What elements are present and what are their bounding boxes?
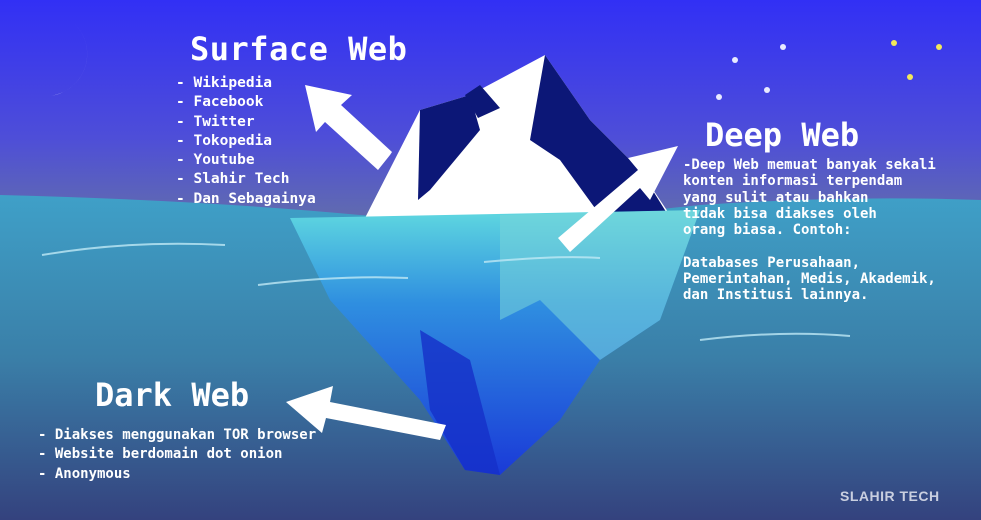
star-icon — [780, 44, 786, 50]
list-item: - Slahir Tech — [176, 171, 290, 188]
star-icon — [716, 94, 722, 100]
example-line: Pemerintahan, Medis, Akademik, — [683, 271, 936, 288]
surface-web-title: Surface Web — [190, 30, 408, 68]
description-line: orang biasa. Contoh: — [683, 222, 852, 239]
dark-web-list: - Diakses menggunakan TOR browser - Webs… — [38, 426, 316, 484]
star-icon — [732, 57, 738, 63]
list-item: - Anonymous — [38, 465, 131, 482]
list-item: - Dan Sebagainya — [176, 190, 316, 207]
star-icon — [907, 74, 913, 80]
description-line: yang sulit atau bahkan — [683, 189, 869, 206]
star-icon — [891, 40, 897, 46]
water-streaks — [41, 242, 851, 341]
list-item: - Youtube — [176, 152, 255, 169]
list-item: - Facebook — [176, 94, 264, 111]
list-item: - Wikipedia — [176, 75, 273, 91]
surface-web-list: - Wikipedia - Facebook - Twitter - Tokop… — [176, 74, 316, 209]
dark-web-title: Dark Web — [95, 376, 250, 414]
description-line: konten informasi terpendam — [683, 173, 903, 190]
list-item: - Diakses menggunakan TOR browser — [38, 427, 317, 443]
brand-watermark: SLAHIR TECH — [840, 488, 940, 504]
stars — [716, 40, 942, 100]
iceberg-underwater — [290, 210, 700, 475]
list-item: - Website berdomain dot onion — [38, 446, 283, 463]
example-line: dan Institusi lainnya. — [683, 287, 869, 304]
star-icon — [764, 87, 770, 93]
list-item: - Twitter — [176, 113, 255, 130]
list-item: - Tokopedia — [176, 132, 273, 149]
description-line: tidak bisa diakses oleh — [683, 205, 877, 222]
description-line: -Deep Web memuat banyak sekali — [683, 157, 936, 173]
arrow-icon — [286, 85, 678, 440]
deep-web-description: -Deep Web memuat banyak sekali konten in… — [683, 157, 936, 304]
star-icon — [936, 44, 942, 50]
example-line: Databases Perusahaan, — [683, 254, 861, 271]
deep-web-title: Deep Web — [705, 116, 860, 154]
